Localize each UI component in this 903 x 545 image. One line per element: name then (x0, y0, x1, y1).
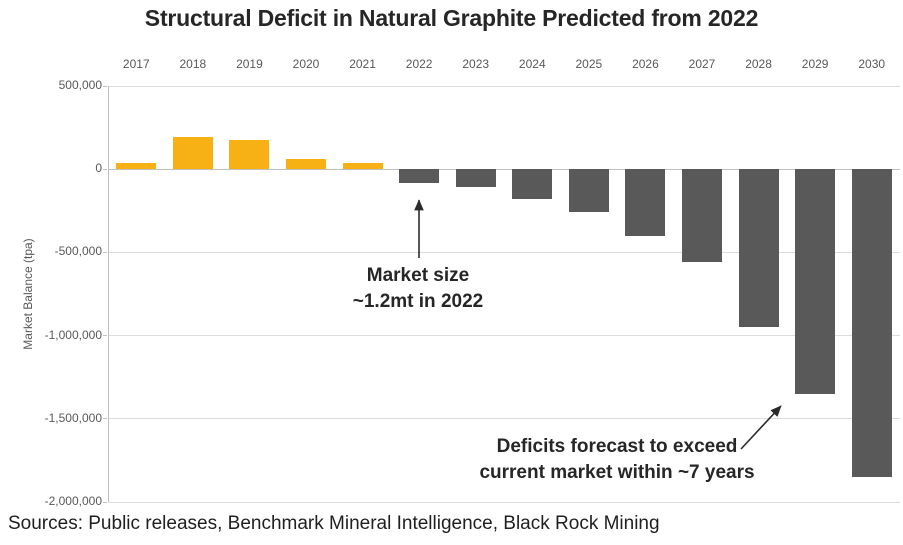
x-axis-tick-2020: 2020 (292, 57, 320, 71)
annotation-deficit-forecast-line2: current market within ~7 years (479, 462, 755, 483)
chart-title: Structural Deficit in Natural Graphite P… (144, 5, 759, 31)
bar-2017 (116, 162, 157, 170)
bar-2018 (172, 136, 213, 170)
gridline--1500000 (108, 418, 900, 420)
y-axis-tickmark--1500000 (103, 418, 107, 420)
x-axis-tick-2018: 2018 (179, 57, 207, 71)
gridline-500000 (108, 85, 900, 87)
bar-2027 (682, 169, 722, 263)
x-axis-tick-2027: 2027 (688, 57, 716, 71)
bar-2026 (625, 169, 666, 236)
gridline-0 (108, 168, 900, 170)
y-axis-tickmark-0 (103, 168, 107, 170)
bar-2021 (342, 163, 383, 170)
bar-2023 (455, 169, 496, 188)
x-axis-tick-2019: 2019 (236, 57, 263, 71)
gridline--500000 (108, 251, 900, 253)
bar-2028 (738, 169, 779, 328)
bar-2025 (568, 169, 609, 213)
x-axis-tick-2022: 2022 (405, 57, 433, 71)
bar-2020 (286, 159, 326, 170)
annotation-market-size-line1: Market size (366, 265, 470, 286)
y-axis-line (108, 86, 109, 502)
x-axis-tick-2024: 2024 (518, 57, 546, 71)
y-axis-tick--1000000: -1,000,000 (44, 327, 102, 342)
bar-2029 (795, 169, 836, 394)
bar-2019 (229, 140, 270, 170)
annotation-deficit-forecast-line1: Deficits forecast to exceed (496, 436, 738, 457)
y-axis-tickmark--500000 (103, 251, 107, 253)
x-axis-tick-2026: 2026 (632, 57, 659, 71)
x-axis-tick-2028: 2028 (745, 57, 772, 71)
bar-2024 (512, 169, 553, 200)
x-axis-tick-2021: 2021 (349, 57, 376, 71)
x-axis-tick-2023: 2023 (462, 57, 490, 71)
y-axis-title: Market Balance (tpa) (21, 238, 35, 350)
annotation-market-size: Market size ~1.2mt in 2022 (300, 263, 536, 315)
annotation-market-size-line2: ~1.2mt in 2022 (352, 291, 484, 312)
x-axis-tick-2025: 2025 (575, 57, 603, 71)
y-axis-tickmark--1000000 (103, 335, 107, 337)
source-note: Sources: Public releases, Benchmark Mine… (8, 513, 660, 534)
annotation-deficit-forecast: Deficits forecast to exceed current mark… (442, 434, 792, 486)
bar-2022 (399, 169, 440, 184)
x-axis-tick-2029: 2029 (801, 57, 829, 71)
y-axis-tick-500000: 500,000 (58, 78, 102, 92)
bar-2030 (851, 169, 892, 478)
y-axis-tick--2000000: -2,000,000 (44, 494, 102, 508)
y-axis-tick--1500000: -1,500,000 (44, 410, 102, 425)
gridline--2000000 (108, 501, 900, 503)
y-axis-tickmark-500000 (103, 85, 107, 87)
x-axis-tick-2030: 2030 (858, 57, 886, 71)
x-axis-tick-2017: 2017 (122, 57, 150, 71)
gridline--1000000 (108, 335, 900, 337)
y-axis-tick-0: 0 (95, 161, 102, 176)
y-axis-tick--500000: -500,000 (54, 244, 102, 259)
y-axis-tickmark--2000000 (103, 501, 107, 503)
